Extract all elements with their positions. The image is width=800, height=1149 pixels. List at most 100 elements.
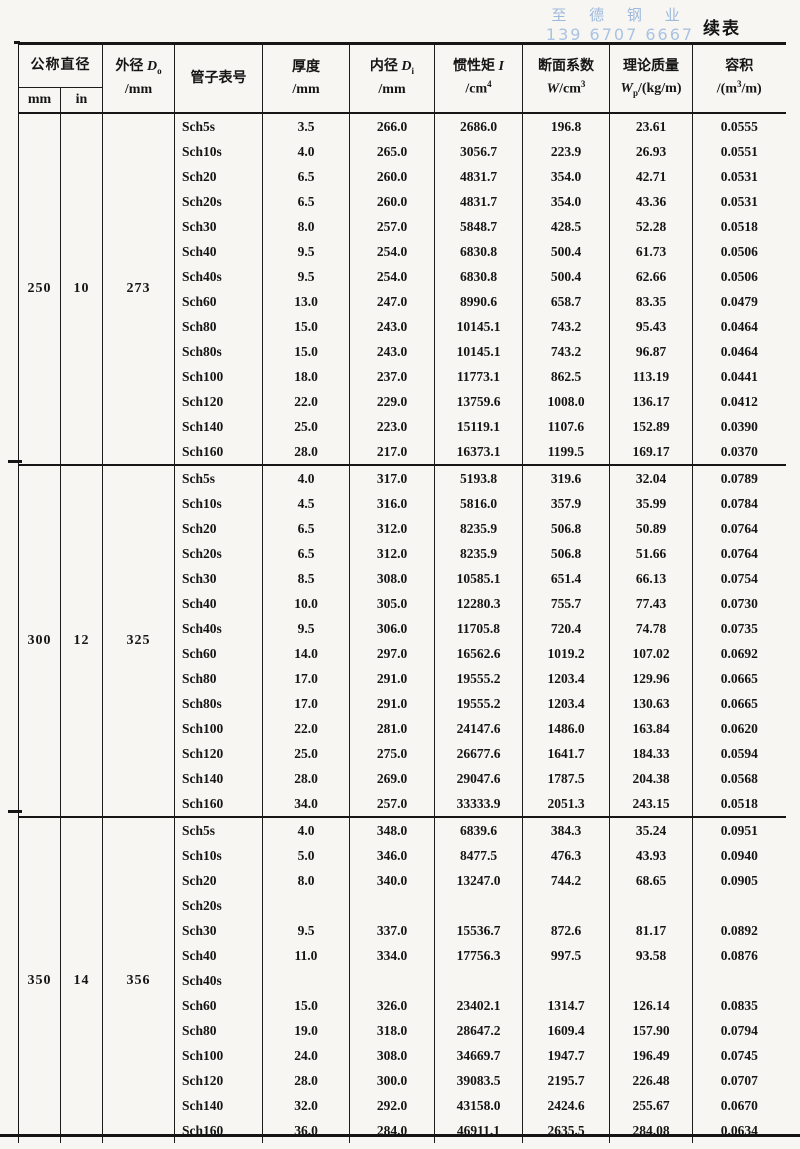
volume-cell: 0.0940 <box>720 847 758 863</box>
schedule-cell: Sch160 <box>174 1118 263 1143</box>
thickness-cell: 25.0 <box>262 414 350 439</box>
outer-diameter-cell: 273 <box>102 113 175 465</box>
mass-cell: 284.08 <box>609 1118 693 1143</box>
volume-cell: 0.0518 <box>720 218 758 234</box>
mass-cell: 52.28 <box>609 214 693 239</box>
inner-diameter-cell: 237.0 <box>349 364 435 389</box>
mass-cell: 74.78 <box>609 616 693 641</box>
inertia-cell: 17756.3 <box>434 943 523 968</box>
table-row: Sch10s 4.5 316.0 5816.0 357.9 35.99 0.0784 <box>19 491 786 516</box>
inner-diameter-cell: 312.0 <box>349 541 435 566</box>
table-row: Sch30 8.0 257.0 5848.7 428.5 52.28 0.0518 <box>19 214 786 239</box>
mass-cell <box>609 893 693 918</box>
schedule-cell: Sch80 <box>174 314 263 339</box>
mass-cell: 23.61 <box>609 113 693 139</box>
thickness-cell: 28.0 <box>262 1068 350 1093</box>
header-modulus-text: 断面系数 <box>538 59 594 75</box>
table-row: Sch120 28.0 300.0 39083.5 2195.7 226.48 0.0707 <box>19 1068 786 1093</box>
inner-diameter-cell: 308.0 <box>349 566 435 591</box>
volume-cell: 0.0735 <box>720 620 758 636</box>
mass-cell: 43.93 <box>609 843 693 868</box>
thickness-cell: 34.0 <box>262 791 350 817</box>
schedule-cell: Sch40 <box>174 943 263 968</box>
modulus-cell: 354.0 <box>522 164 610 189</box>
nominal-in-cell: 10 <box>60 113 103 465</box>
thickness-cell: 15.0 <box>262 314 350 339</box>
mass-cell: 35.24 <box>609 816 693 843</box>
mass-cell: 136.17 <box>609 389 693 414</box>
inertia-cell: 28647.2 <box>434 1018 523 1043</box>
schedule-cell: Sch20s <box>174 189 263 214</box>
inner-diameter-cell: 265.0 <box>349 139 435 164</box>
modulus-cell: 1314.7 <box>522 993 610 1018</box>
modulus-cell: 428.5 <box>522 214 610 239</box>
header-od-subscript: o <box>157 66 162 77</box>
schedule-cell: Sch60 <box>174 993 263 1018</box>
thickness-cell: 24.0 <box>262 1043 350 1068</box>
volume-cell: 0.0730 <box>720 595 758 611</box>
header-thickness-unit: /mm <box>292 81 320 97</box>
inner-diameter-cell <box>349 893 435 918</box>
schedule-cell: Sch5s <box>174 816 263 843</box>
nominal-mm-cell: 250 <box>18 113 61 465</box>
schedule-cell: Sch10s <box>174 139 263 164</box>
mass-cell: 62.66 <box>609 264 693 289</box>
volume-cell: 0.0784 <box>720 495 758 511</box>
inner-diameter-cell: 254.0 <box>349 239 435 264</box>
inertia-cell: 6830.8 <box>434 239 523 264</box>
schedule-cell: Sch20s <box>174 893 263 918</box>
inner-diameter-cell: 257.0 <box>349 214 435 239</box>
table-body: 250 10 273 Sch5s 3.5 266.0 2686.0 196.8 23.61 0.0… <box>18 113 786 1143</box>
thickness-cell: 6.5 <box>262 164 350 189</box>
inertia-cell: 5816.0 <box>434 491 523 516</box>
schedule-cell: Sch80s <box>174 691 263 716</box>
schedule-cell: Sch5s <box>174 464 263 491</box>
inner-diameter-cell: 326.0 <box>349 993 435 1018</box>
table-row: Sch80s 15.0 243.0 10145.1 743.2 96.87 0.0464 <box>19 339 786 364</box>
thickness-cell: 8.0 <box>262 214 350 239</box>
schedule-cell: Sch20 <box>174 164 263 189</box>
modulus-cell: 1641.7 <box>522 741 610 766</box>
header-volume-text: 容积 <box>725 59 754 75</box>
table-row: Sch80 15.0 243.0 10145.1 743.2 95.43 0.0464 <box>19 314 786 339</box>
volume-cell: 0.0506 <box>720 268 758 284</box>
schedule-cell: Sch80 <box>174 666 263 691</box>
modulus-cell: 506.8 <box>522 541 610 566</box>
schedule-cell: Sch30 <box>174 918 263 943</box>
table-header: 公称直径 外径 Do /mm 管子表号 厚度 /mm 内径 Di /mm 惯性矩… <box>18 43 786 114</box>
inner-diameter-cell: 292.0 <box>349 1093 435 1118</box>
table-row: Sch120 25.0 275.0 26677.6 1641.7 184.33 0.0594 <box>19 741 786 766</box>
modulus-cell <box>522 968 610 993</box>
mass-cell: 96.87 <box>609 339 693 364</box>
mass-cell: 83.35 <box>609 289 693 314</box>
inertia-cell: 43158.0 <box>434 1093 523 1118</box>
thickness-cell <box>262 968 350 993</box>
mass-cell: 43.36 <box>609 189 693 214</box>
table-row: Sch20 6.5 312.0 8235.9 506.8 50.89 0.0764 <box>19 516 786 541</box>
schedule-cell: Sch60 <box>174 641 263 666</box>
inertia-cell: 15536.7 <box>434 918 523 943</box>
schedule-cell: Sch40 <box>174 591 263 616</box>
mass-cell: 184.33 <box>609 741 693 766</box>
volume-cell: 0.0506 <box>720 243 758 259</box>
inertia-cell: 8235.9 <box>434 516 523 541</box>
schedule-cell: Sch140 <box>174 414 263 439</box>
table-row: Sch160 28.0 217.0 16373.1 1199.5 169.17 0.0370 <box>19 439 786 465</box>
schedule-cell: Sch40s <box>174 264 263 289</box>
table-row: Sch140 32.0 292.0 43158.0 2424.6 255.67 0.0670 <box>19 1093 786 1118</box>
table-row: Sch40 9.5 254.0 6830.8 500.4 61.73 0.0506 <box>19 239 786 264</box>
inertia-cell: 5193.8 <box>434 464 523 491</box>
modulus-cell: 1609.4 <box>522 1018 610 1043</box>
thickness-cell: 4.0 <box>262 464 350 491</box>
table-row: Sch140 28.0 269.0 29047.6 1787.5 204.38 0.0568 <box>19 766 786 791</box>
volume-cell: 0.0479 <box>720 293 758 309</box>
inertia-cell: 34669.7 <box>434 1043 523 1068</box>
volume-cell: 0.0620 <box>720 720 758 736</box>
header-nominal-in: in <box>60 87 103 114</box>
table-row: Sch100 24.0 308.0 34669.7 1947.7 196.49 0.0745 <box>19 1043 786 1068</box>
modulus-cell: 223.9 <box>522 139 610 164</box>
inner-diameter-cell: 340.0 <box>349 868 435 893</box>
inner-diameter-cell: 291.0 <box>349 691 435 716</box>
modulus-cell: 357.9 <box>522 491 610 516</box>
schedule-cell: Sch100 <box>174 716 263 741</box>
